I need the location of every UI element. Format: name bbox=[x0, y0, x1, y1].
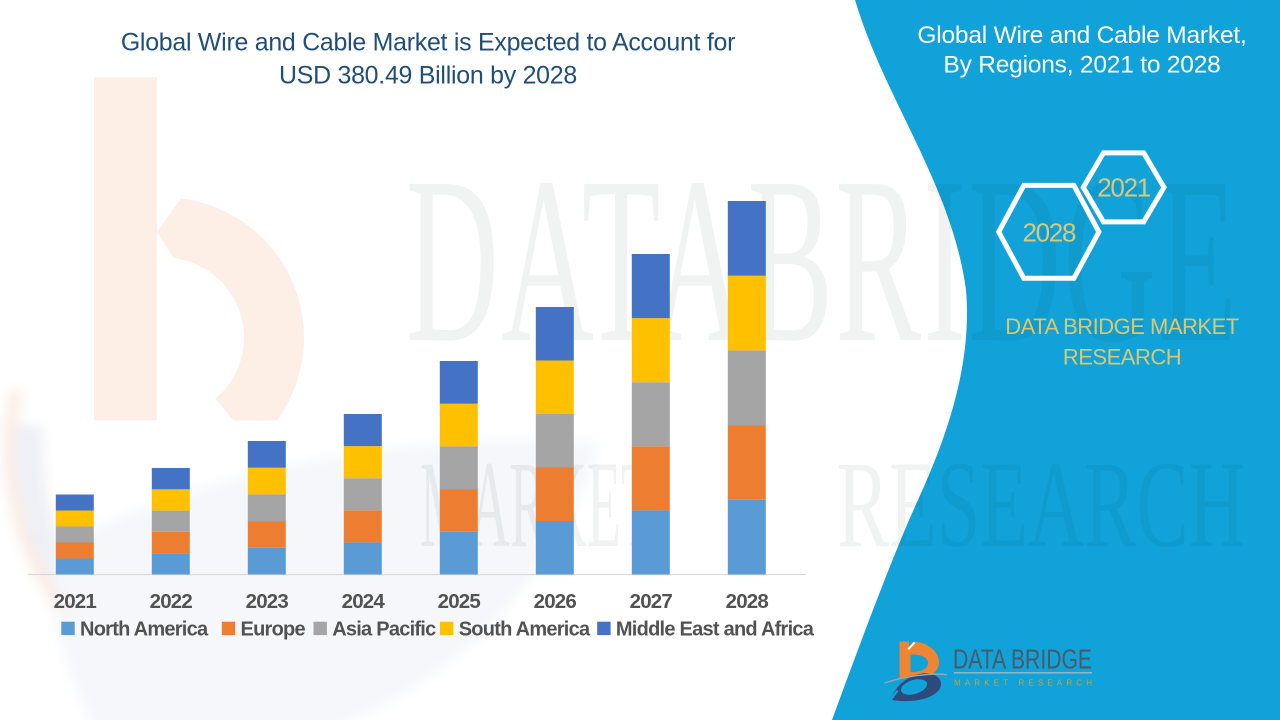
svg-text:DATA BRIDGE MARKET: DATA BRIDGE MARKET bbox=[1005, 314, 1239, 339]
svg-text:South America: South America bbox=[459, 618, 591, 640]
svg-text:By Regions, 2021 to 2028: By Regions, 2021 to 2028 bbox=[943, 52, 1220, 79]
svg-text:2025: 2025 bbox=[438, 590, 481, 613]
svg-text:USD 380.49 Billion by 2028: USD 380.49 Billion by 2028 bbox=[279, 61, 577, 89]
svg-text:RESEARCH: RESEARCH bbox=[1063, 345, 1181, 370]
svg-text:2024: 2024 bbox=[342, 590, 386, 613]
svg-text:2028: 2028 bbox=[1022, 218, 1075, 248]
svg-text:Asia Pacific: Asia Pacific bbox=[332, 618, 436, 640]
svg-text:Europe: Europe bbox=[241, 618, 306, 640]
svg-text:MARKET RESEARCH: MARKET RESEARCH bbox=[954, 679, 1092, 688]
svg-text:2026: 2026 bbox=[534, 590, 577, 613]
svg-text:2021: 2021 bbox=[54, 590, 97, 613]
svg-text:Global Wire and Cable Market,: Global Wire and Cable Market, bbox=[917, 22, 1246, 49]
svg-text:Global Wire and Cable Market i: Global Wire and Cable Market is Expected… bbox=[121, 28, 735, 56]
svg-text:DATA BRIDGE: DATA BRIDGE bbox=[953, 644, 1092, 675]
svg-text:2023: 2023 bbox=[246, 590, 289, 613]
svg-text:North America: North America bbox=[80, 618, 209, 640]
svg-text:Middle East and Africa: Middle East and Africa bbox=[616, 618, 815, 640]
svg-text:2022: 2022 bbox=[150, 590, 193, 613]
svg-text:2021: 2021 bbox=[1097, 173, 1150, 203]
svg-text:2027: 2027 bbox=[630, 590, 673, 613]
svg-text:2028: 2028 bbox=[726, 590, 769, 613]
